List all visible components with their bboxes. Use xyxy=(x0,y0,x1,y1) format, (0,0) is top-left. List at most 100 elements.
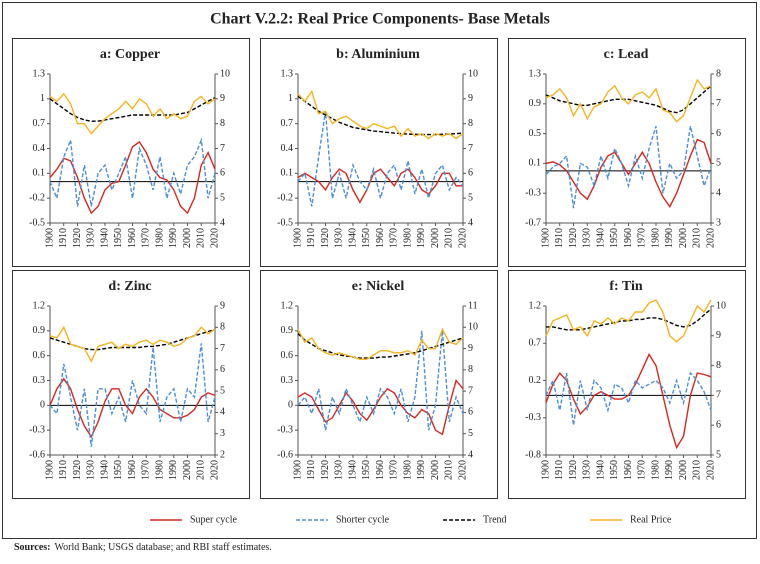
y2-tick-label: 7 xyxy=(468,385,473,396)
y2-tick-label: 9 xyxy=(220,93,225,104)
y2-tick-label: 8 xyxy=(220,118,225,129)
x-tick-label: 1940 xyxy=(595,228,606,248)
y2-tick-label: 7 xyxy=(220,343,225,354)
x-tick-label: 1930 xyxy=(334,228,345,248)
x-tick-label: 1910 xyxy=(58,228,69,248)
x-tick-label: 1960 xyxy=(375,228,386,248)
x-tick-label: 1940 xyxy=(595,460,606,480)
y2-tick-label: 8 xyxy=(220,322,225,333)
x-tick-label: 1910 xyxy=(554,228,565,248)
y-tick-label: -0.5 xyxy=(277,217,293,228)
x-tick-label: 2000 xyxy=(182,228,193,248)
x-tick-label: 1950 xyxy=(361,228,372,248)
x-tick-label: 2010 xyxy=(692,228,703,248)
y-tick-label: -0.3 xyxy=(29,424,45,435)
x-tick-label: 1960 xyxy=(623,460,634,480)
y-tick-label: 0.7 xyxy=(281,118,294,129)
x-tick-label: 1970 xyxy=(141,228,152,248)
y2-tick-label: 5 xyxy=(468,428,473,439)
y-tick-label: 0.6 xyxy=(281,350,294,361)
x-tick-label: 1920 xyxy=(568,228,579,248)
x-tick-label: 2020 xyxy=(457,460,468,480)
series-line xyxy=(49,343,216,447)
x-tick-label: 1950 xyxy=(609,460,620,480)
x-tick-label: 1970 xyxy=(637,228,648,248)
series-line xyxy=(545,78,712,123)
y2-tick-label: 4 xyxy=(468,449,473,460)
y2-tick-label: 10 xyxy=(220,68,230,79)
legend-label: Real Price xyxy=(630,514,672,525)
x-tick-label: 1940 xyxy=(347,228,358,248)
y2-tick-label: 7 xyxy=(468,143,473,154)
y-tick-label: 1 xyxy=(288,93,293,104)
series-line xyxy=(49,140,216,215)
series-line xyxy=(297,330,464,431)
y-tick-label: -0.3 xyxy=(525,187,541,198)
panel-frame xyxy=(12,270,250,499)
y2-tick-label: 6 xyxy=(468,168,473,179)
series-line xyxy=(49,92,216,135)
x-tick-label: 2010 xyxy=(444,228,455,248)
y2-tick-label: 10 xyxy=(468,68,478,79)
series-line xyxy=(545,138,712,208)
x-tick-label: 1910 xyxy=(554,460,565,480)
panel-frame xyxy=(508,270,746,499)
x-tick-label: 1950 xyxy=(113,460,124,480)
y-tick-label: -0.3 xyxy=(277,424,293,435)
x-tick-label: 1920 xyxy=(72,228,83,248)
x-tick-label: 1920 xyxy=(72,460,83,480)
x-tick-label: 1970 xyxy=(389,460,400,480)
panel-frame xyxy=(12,38,250,267)
x-tick-label: 1900 xyxy=(44,460,55,480)
series-line xyxy=(545,85,712,114)
series-line xyxy=(49,137,216,207)
y-tick-label: 0.9 xyxy=(33,325,46,336)
x-tick-label: 1910 xyxy=(306,228,317,248)
y-tick-label: -0.6 xyxy=(277,449,293,460)
series-line xyxy=(546,308,712,331)
x-tick-label: 1900 xyxy=(540,228,551,248)
y2-tick-label: 6 xyxy=(220,364,225,375)
y2-tick-label: 3 xyxy=(716,217,721,228)
series-line xyxy=(545,352,712,450)
y2-tick-label: 5 xyxy=(716,449,721,460)
x-tick-label: 1990 xyxy=(416,460,427,480)
y-tick-label: 0.5 xyxy=(529,128,542,139)
x-tick-label: 1970 xyxy=(389,228,400,248)
y2-tick-label: 6 xyxy=(716,128,721,139)
y-tick-label: 1 xyxy=(40,93,45,104)
x-tick-label: 1900 xyxy=(44,228,55,248)
x-tick-label: 1980 xyxy=(154,228,165,248)
x-tick-label: 2020 xyxy=(209,228,220,248)
x-tick-label: 1930 xyxy=(582,228,593,248)
x-tick-label: 1900 xyxy=(292,228,303,248)
y2-tick-label: 5 xyxy=(220,192,225,203)
x-tick-label: 1900 xyxy=(540,460,551,480)
main-title: Chart V.2.2: Real Price Components- Base… xyxy=(210,11,550,28)
y2-tick-label: 10 xyxy=(716,300,726,311)
y2-tick-label: 8 xyxy=(468,364,473,375)
y-tick-label: -0.2 xyxy=(277,192,293,203)
legend-label: Trend xyxy=(483,514,507,525)
series-line xyxy=(297,379,464,436)
x-tick-label: 2000 xyxy=(430,228,441,248)
y2-tick-label: 7 xyxy=(220,143,225,154)
x-tick-label: 1970 xyxy=(637,460,648,480)
series-line xyxy=(49,377,216,439)
x-tick-label: 1950 xyxy=(113,228,124,248)
x-tick-label: 2010 xyxy=(196,228,207,248)
x-tick-label: 1950 xyxy=(361,460,372,480)
x-tick-label: 2000 xyxy=(678,460,689,480)
x-tick-label: 1940 xyxy=(99,228,110,248)
y2-tick-label: 6 xyxy=(468,407,473,418)
y2-tick-label: 7 xyxy=(716,98,721,109)
series-line xyxy=(545,125,712,209)
panel-frame xyxy=(260,270,498,499)
legend-label: Shorter cycle xyxy=(336,514,390,525)
series-line xyxy=(545,299,712,343)
sources: Sources: World Bank; USGS database; and R… xyxy=(14,542,272,553)
series-line xyxy=(297,168,463,204)
x-tick-label: 1950 xyxy=(609,228,620,248)
y-tick-label: 1.3 xyxy=(281,68,294,79)
